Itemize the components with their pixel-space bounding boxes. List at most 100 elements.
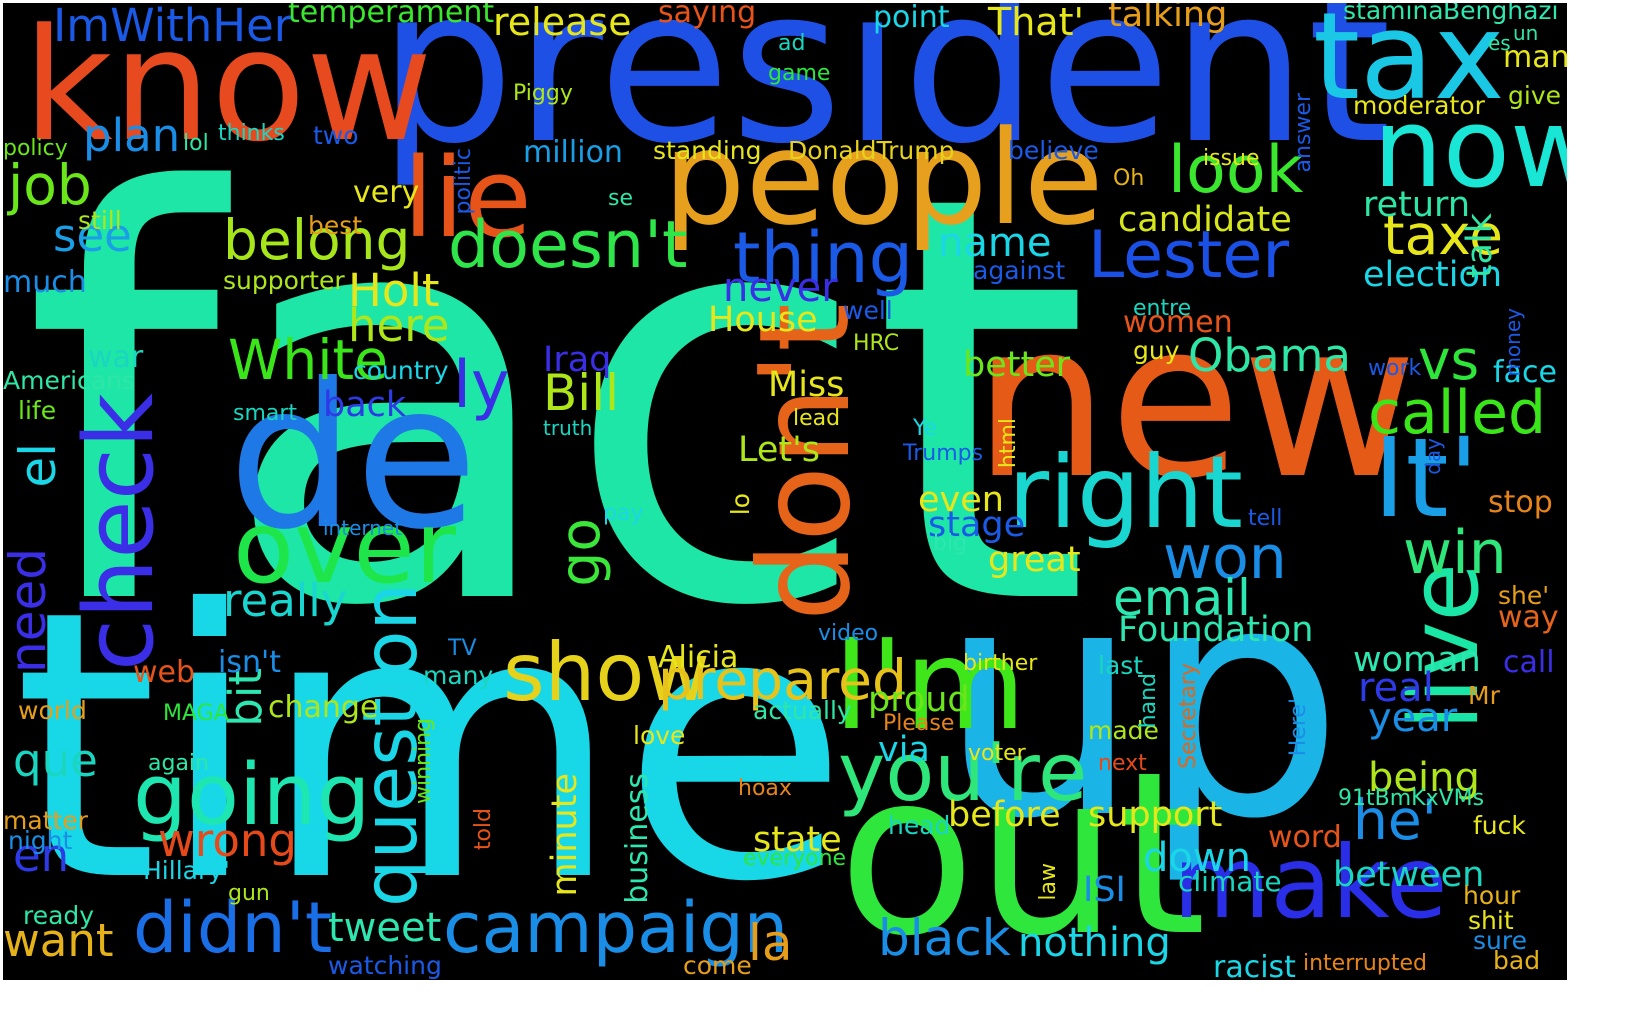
cloud-word: next xyxy=(1098,751,1147,776)
cloud-word: give xyxy=(1508,81,1561,110)
cloud-word: MAGA xyxy=(163,701,229,726)
cloud-word: html xyxy=(996,418,1021,469)
cloud-word: told xyxy=(471,808,496,851)
cloud-word: word xyxy=(1268,820,1342,855)
cloud-word: plan xyxy=(83,109,181,162)
cloud-word: made xyxy=(1088,716,1159,745)
cloud-word: last xyxy=(1098,651,1144,680)
cloud-word: way xyxy=(1498,600,1559,635)
cloud-word: money xyxy=(1501,308,1525,377)
cloud-word: women xyxy=(1123,305,1233,340)
cloud-word: pay xyxy=(603,501,644,526)
cloud-word: going xyxy=(133,746,371,845)
cloud-word: fuck xyxy=(1473,811,1526,840)
cloud-word: tweet xyxy=(328,905,442,951)
cloud-word: doesn't xyxy=(448,208,688,283)
cloud-word: guy xyxy=(1133,336,1180,365)
cloud-word: That' xyxy=(988,3,1084,44)
cloud-word: Please xyxy=(883,711,955,736)
cloud-word: love xyxy=(633,721,686,750)
cloud-word: against xyxy=(973,256,1066,285)
cloud-word: day xyxy=(1421,438,1445,475)
cloud-word: change xyxy=(268,690,379,725)
cloud-word: ImWithHer xyxy=(53,3,293,52)
cloud-word: que xyxy=(13,734,98,787)
cloud-word: head xyxy=(888,811,951,840)
cloud-word: standing xyxy=(653,136,762,165)
cloud-word: watching xyxy=(328,951,442,980)
cloud-word: nothing xyxy=(1018,920,1171,966)
cloud-word: temperament xyxy=(288,3,495,30)
cloud-word: name xyxy=(938,220,1052,266)
cloud-word: hoax xyxy=(738,776,792,801)
cloud-word: un xyxy=(1513,21,1539,45)
cloud-word: stop xyxy=(1488,485,1553,520)
cloud-word: support xyxy=(1088,795,1223,835)
cloud-word: back xyxy=(323,385,407,425)
cloud-word: check xyxy=(65,393,175,672)
cloud-word: law xyxy=(1036,863,1061,901)
cloud-word: being xyxy=(1368,755,1480,801)
cloud-word: shit xyxy=(1468,906,1514,935)
cloud-word: still xyxy=(78,206,122,235)
cloud-word: It' xyxy=(1373,414,1479,542)
cloud-word: here xyxy=(348,299,450,352)
cloud-word: many xyxy=(423,661,494,690)
cloud-word: down xyxy=(1143,835,1251,881)
cloud-word: year xyxy=(1368,695,1458,741)
cloud-word: minute xyxy=(545,773,585,897)
cloud-word: issue xyxy=(1203,146,1260,171)
cloud-word: work xyxy=(1368,356,1422,381)
cloud-word: House xyxy=(708,300,818,340)
cloud-word: web xyxy=(133,655,196,690)
cloud-word: night xyxy=(8,826,73,855)
cloud-word: best xyxy=(308,211,363,240)
cloud-word: fact xyxy=(23,77,1091,729)
cloud-word: show xyxy=(503,626,710,719)
cloud-word: two xyxy=(313,121,359,150)
cloud-word: birther xyxy=(963,651,1038,676)
cloud-word: Obama xyxy=(1188,329,1351,382)
cloud-word: big xyxy=(933,531,968,556)
cloud-word: Let's xyxy=(738,430,820,470)
cloud-word: great xyxy=(988,540,1081,580)
cloud-word: Miss xyxy=(768,365,845,405)
cloud-word: return xyxy=(1363,185,1471,225)
cloud-word: talking xyxy=(1108,3,1228,35)
cloud-word: president xyxy=(378,3,1392,191)
cloud-word: policy xyxy=(3,136,68,161)
cloud-word: much xyxy=(3,265,87,300)
cloud-word: between xyxy=(1333,855,1485,895)
cloud-word: well xyxy=(843,296,893,325)
cloud-word: you're xyxy=(838,726,1088,819)
cloud-word: again xyxy=(148,751,209,776)
cloud-word: saying xyxy=(658,3,757,30)
cloud-word: want xyxy=(3,914,114,967)
cloud-word: matter xyxy=(3,806,88,835)
cloud-word: moderator xyxy=(1353,91,1485,120)
cloud-word: Bill xyxy=(543,364,619,422)
cloud-word: politic xyxy=(451,148,476,215)
cloud-word: Lester xyxy=(1088,218,1290,293)
cloud-word: actually xyxy=(753,696,852,725)
cloud-word: belong xyxy=(223,208,411,272)
cloud-word: DonaldTrump xyxy=(788,136,955,165)
cloud-word: tell xyxy=(1248,506,1283,531)
cloud-word: Ye xyxy=(913,416,938,441)
cloud-word: ad xyxy=(778,31,806,56)
cloud-word: supporter xyxy=(223,266,345,295)
cloud-word: campaign xyxy=(443,887,789,969)
cloud-word: internet xyxy=(323,516,403,540)
cloud-word: time xyxy=(13,533,849,963)
cloud-word: out xyxy=(838,724,1207,980)
cloud-word: proud xyxy=(868,680,970,720)
cloud-word: call xyxy=(1503,645,1555,680)
cloud-word: see xyxy=(53,209,132,262)
cloud-word: win xyxy=(1403,518,1507,588)
cloud-word: make xyxy=(1173,824,1448,941)
cloud-word: via xyxy=(878,730,930,770)
cloud-word: winning xyxy=(411,718,436,805)
cloud-word: new xyxy=(973,275,1418,526)
cloud-word: release xyxy=(493,3,632,44)
